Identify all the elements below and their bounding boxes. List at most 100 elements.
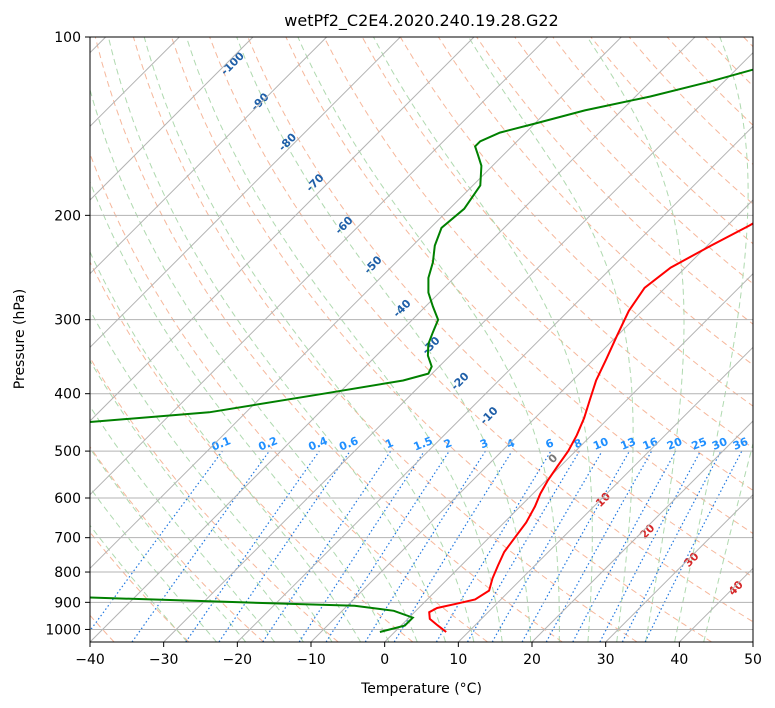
mixing-ratio-label: 4: [505, 436, 517, 451]
isotherm-line: [90, 37, 696, 642]
moist-adiabat-line: [90, 87, 418, 642]
y-tick-label: 300: [54, 313, 81, 329]
dry-adiabat-line: [94, 37, 563, 642]
mixing-ratio-label: 36: [731, 435, 750, 453]
isotherm-line: [310, 199, 753, 642]
moist-adiabat-line: [674, 37, 749, 642]
moist-adiabat-label: 30: [682, 549, 702, 569]
mixing-ratio-label: 3: [478, 436, 490, 451]
y-tick-label: 500: [54, 444, 81, 460]
x-tick-label: −10: [296, 652, 326, 668]
x-tick-label: 30: [597, 652, 615, 668]
isotherm-line: [90, 37, 254, 201]
mixing-ratio-label: 16: [641, 435, 660, 453]
isotherm-line: [605, 493, 753, 642]
moist-adiabat-line: [90, 180, 390, 642]
isotherm-line: [90, 37, 549, 496]
mixing-ratio-line: [325, 450, 450, 642]
y-tick-label: 1000: [45, 622, 81, 638]
isotherm-line: [90, 37, 622, 570]
profiles: [90, 68, 753, 633]
mixing-ratio-label: 2: [442, 436, 454, 451]
moist-adiabat-line: [373, 37, 593, 642]
y-tick-label: 400: [54, 387, 81, 403]
x-tick-label: −30: [149, 652, 179, 668]
grid-lines: [90, 37, 753, 642]
y-tick-label: 800: [54, 565, 81, 581]
dry-adiabat-line: [90, 356, 339, 642]
dry-adiabat-line: [90, 260, 414, 642]
y-tick-label: 100: [54, 30, 81, 46]
x-tick-label: −40: [75, 652, 105, 668]
moist-adiabat-line: [468, 37, 634, 642]
mixing-ratio-line: [393, 450, 513, 642]
x-axis-label: Temperature (°C): [360, 681, 482, 697]
isotherm-line: [236, 125, 753, 642]
moist-adiabat-line: [143, 37, 475, 642]
moist-adiabat-line: [90, 359, 304, 642]
x-tick-label: 40: [670, 652, 688, 668]
dry-adiabat-line: [590, 37, 753, 205]
mixing-ratio-label: 25: [690, 435, 709, 453]
isotherm-line: [163, 51, 753, 642]
isotherm-line: [531, 420, 753, 642]
dry-adiabat-line: [285, 37, 753, 535]
dry-adiabat-line: [209, 37, 753, 623]
dry-adiabat-line: [552, 37, 753, 245]
mixing-ratio-label: 6: [544, 436, 556, 451]
dry-adiabat-line: [323, 37, 753, 491]
y-tick-label: 200: [54, 208, 81, 224]
moist-adiabat-line: [185, 37, 503, 642]
x-tick-label: 20: [523, 652, 541, 668]
moist-adiabat-line: [703, 441, 753, 642]
moist-adiabat-label: 40: [726, 578, 746, 598]
background-labels: 0.1 0.2 0.4 0.6 1 1.5 2 3 4 6 8 10 13 16 20 25 30 36-100-…: [210, 49, 751, 598]
x-tick-label: 50: [744, 652, 762, 668]
mixing-ratio-line: [466, 450, 580, 642]
plot-frame: [89, 36, 754, 643]
x-axis: −40 −30 −20 −10 0 10 20 30 40 50: [75, 642, 762, 668]
moist-adiabat-line: [90, 309, 333, 642]
dry-adiabat-line: [90, 152, 488, 642]
moist-adiabat-line: [90, 487, 217, 642]
mixing-ratio-line: [572, 450, 677, 642]
temperature-profile: [428, 222, 753, 633]
mixing-ratio-line: [599, 450, 702, 642]
dry-adiabat-label: -10: [477, 404, 500, 427]
isotherm-line: [752, 641, 753, 642]
mixing-ratio-label: 10: [591, 435, 610, 453]
mixing-ratio-line: [364, 450, 486, 642]
dry-adiabat-line: [476, 37, 753, 325]
chart-title: wetPf2_C2E4.2020.240.19.28.G22: [284, 11, 558, 31]
moist-adiabat-line: [90, 447, 247, 642]
moist-adiabat-line: [586, 37, 685, 642]
moist-adiabat-line: [90, 405, 276, 642]
isotherm-line: [90, 37, 328, 275]
mixing-ratio-line: [218, 450, 351, 642]
moist-adiabat-line: [90, 250, 362, 642]
mixing-ratio-label: 20: [665, 435, 684, 453]
y-tick-label: 900: [54, 595, 81, 611]
y-axis-label: Pressure (hPa): [12, 289, 28, 389]
mixing-ratio-label: 8: [572, 436, 584, 451]
x-tick-label: 0: [380, 652, 389, 668]
mixing-ratio-line: [298, 450, 425, 642]
isotherm-line: [384, 272, 753, 642]
moist-adiabat-label: 10: [593, 490, 613, 510]
mixing-ratio-line: [644, 450, 743, 642]
mixing-ratio-label: 13: [619, 435, 638, 453]
dry-adiabat-line: [514, 37, 753, 285]
dry-adiabat-label: -70: [303, 171, 326, 194]
dewpoint-profile: [90, 68, 753, 633]
y-tick-label: 600: [54, 491, 81, 507]
dry-adiabat-line: [437, 37, 753, 366]
mixing-ratio-line: [545, 450, 653, 642]
background-lines: [90, 37, 753, 642]
dry-adiabat-label: -40: [390, 297, 413, 320]
dry-adiabat-label: -60: [332, 214, 355, 237]
y-axis: 100 200 300 400 500 600 700 800 900 1000: [45, 30, 90, 638]
y-tick-label: 700: [54, 531, 81, 547]
isotherm-line: [90, 37, 401, 349]
moist-adiabat-line: [90, 524, 188, 642]
